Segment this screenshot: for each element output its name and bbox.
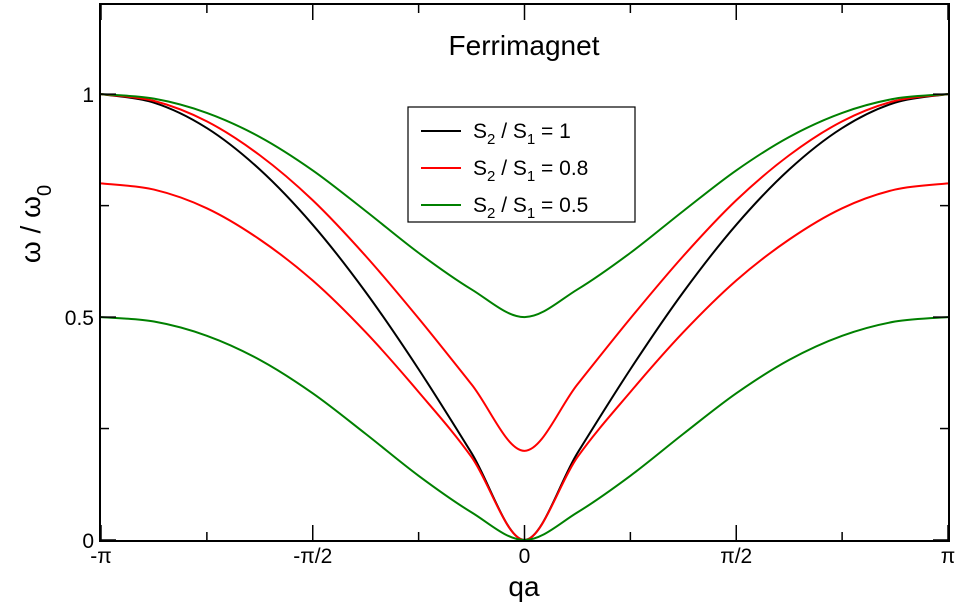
legend-label-part: = 0.8	[535, 157, 588, 180]
x-tick-label: -π/2	[293, 545, 332, 568]
legend-label-part: / S	[495, 120, 527, 143]
x-axis-title: qa	[508, 571, 540, 602]
legend-label-0: S2 / S1 = 1	[473, 120, 571, 148]
series-1-branch-0-line	[100, 93, 949, 452]
y-tick-label: 1	[82, 84, 94, 107]
legend-label-2: S2 / S1 = 0.5	[473, 194, 588, 222]
tick-label-layer: -π -π/2 0 π/2 π 0 0.5 1	[65, 84, 955, 568]
legend-label-part: S	[473, 194, 487, 217]
plot-frame	[99, 3, 950, 542]
y-tick-label: 0.5	[65, 307, 94, 330]
x-tick-label: 0	[519, 545, 531, 568]
x-tick-label: π	[941, 545, 956, 568]
legend-label-part: S	[473, 157, 487, 180]
legend-label-part: / S	[495, 157, 527, 180]
legend-label-part: 2	[487, 131, 495, 148]
legend-label-part: 1	[527, 168, 535, 185]
x-tick-label: -π	[90, 545, 111, 568]
series-2-branch-1-line	[100, 316, 949, 542]
tick-layer	[100, 5, 949, 541]
legend-box	[407, 106, 636, 223]
legend-label-part: 1	[527, 205, 535, 222]
legend-label-part: / S	[495, 194, 527, 217]
legend-label-part: 2	[487, 205, 495, 222]
legend-label-part: = 1	[535, 120, 571, 143]
y-axis-title-sub: 0	[34, 185, 56, 196]
y-axis-title: ω / ω0	[15, 185, 56, 263]
legend-label-1: S2 / S1 = 0.8	[473, 157, 588, 185]
legend-label-part: 1	[527, 131, 535, 148]
legend-label-part: = 0.5	[535, 194, 588, 217]
annotation-ferrimagnet: Ferrimagnet	[449, 30, 600, 61]
series-2-branch-0-line	[100, 93, 949, 319]
legend-entries: S2 / S1 = 1S2 / S1 = 0.8S2 / S1 = 0.5	[421, 120, 588, 222]
legend-label-part: 2	[487, 168, 495, 185]
y-axis-title-base: ω / ω	[15, 196, 46, 263]
y-tick-label: 0	[82, 530, 94, 553]
legend: S2 / S1 = 1S2 / S1 = 0.8S2 / S1 = 0.5	[407, 106, 636, 223]
series-1-branch-1-line	[100, 182, 949, 542]
legend-label-part: S	[473, 120, 487, 143]
x-tick-label: π/2	[720, 545, 752, 568]
